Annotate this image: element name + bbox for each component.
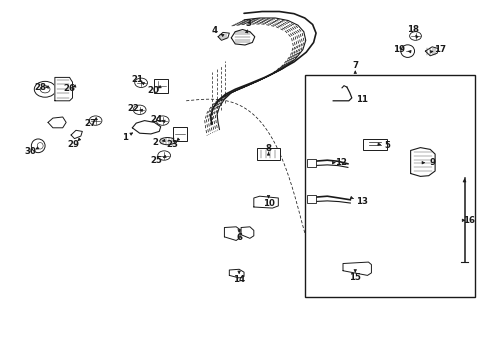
Text: 16: 16	[464, 216, 475, 225]
Polygon shape	[224, 227, 240, 240]
Text: 8: 8	[266, 144, 271, 153]
Polygon shape	[241, 227, 254, 238]
Polygon shape	[132, 121, 161, 134]
Circle shape	[40, 86, 50, 93]
Bar	[305, 75, 475, 297]
Polygon shape	[231, 30, 255, 45]
Polygon shape	[343, 262, 371, 275]
Polygon shape	[71, 130, 82, 139]
Text: 21: 21	[131, 76, 143, 85]
Text: 4: 4	[212, 26, 218, 35]
Text: 26: 26	[64, 84, 75, 93]
Text: 23: 23	[167, 140, 178, 149]
Text: 29: 29	[68, 140, 79, 149]
Text: 13: 13	[356, 197, 368, 206]
Text: 22: 22	[127, 104, 139, 113]
Text: 6: 6	[236, 233, 242, 242]
Text: 12: 12	[335, 158, 346, 167]
Text: 1: 1	[122, 133, 128, 142]
Bar	[154, 79, 168, 93]
Polygon shape	[218, 32, 229, 40]
Circle shape	[135, 78, 147, 87]
Text: 14: 14	[233, 274, 245, 284]
Bar	[307, 159, 316, 167]
Text: 9: 9	[429, 158, 435, 167]
Text: 20: 20	[147, 86, 159, 95]
Text: 11: 11	[356, 94, 368, 104]
Text: 7: 7	[352, 61, 358, 70]
Circle shape	[156, 116, 169, 125]
Bar	[173, 127, 187, 141]
Polygon shape	[425, 47, 439, 56]
Text: 28: 28	[34, 83, 46, 91]
Text: 19: 19	[393, 45, 405, 54]
Circle shape	[34, 81, 56, 97]
Bar	[258, 148, 280, 160]
Ellipse shape	[401, 45, 415, 58]
Bar	[363, 139, 387, 150]
Circle shape	[133, 105, 146, 114]
Text: 15: 15	[349, 274, 361, 282]
Text: 18: 18	[407, 25, 418, 34]
Text: 24: 24	[151, 115, 163, 124]
Text: 27: 27	[85, 118, 97, 127]
Ellipse shape	[160, 138, 175, 145]
Polygon shape	[48, 117, 66, 128]
Polygon shape	[254, 196, 278, 208]
Polygon shape	[229, 269, 244, 278]
Text: 25: 25	[151, 156, 163, 165]
Bar	[307, 195, 316, 203]
Polygon shape	[411, 148, 435, 176]
Ellipse shape	[31, 139, 45, 153]
Text: 30: 30	[24, 148, 36, 156]
Text: 2: 2	[153, 138, 159, 147]
Circle shape	[89, 116, 102, 125]
Circle shape	[158, 151, 171, 160]
Text: 10: 10	[263, 199, 274, 208]
Text: 3: 3	[246, 19, 252, 28]
Polygon shape	[55, 77, 73, 101]
Text: 17: 17	[434, 45, 446, 54]
Ellipse shape	[37, 143, 43, 149]
Circle shape	[410, 32, 421, 40]
Text: 5: 5	[384, 141, 390, 150]
